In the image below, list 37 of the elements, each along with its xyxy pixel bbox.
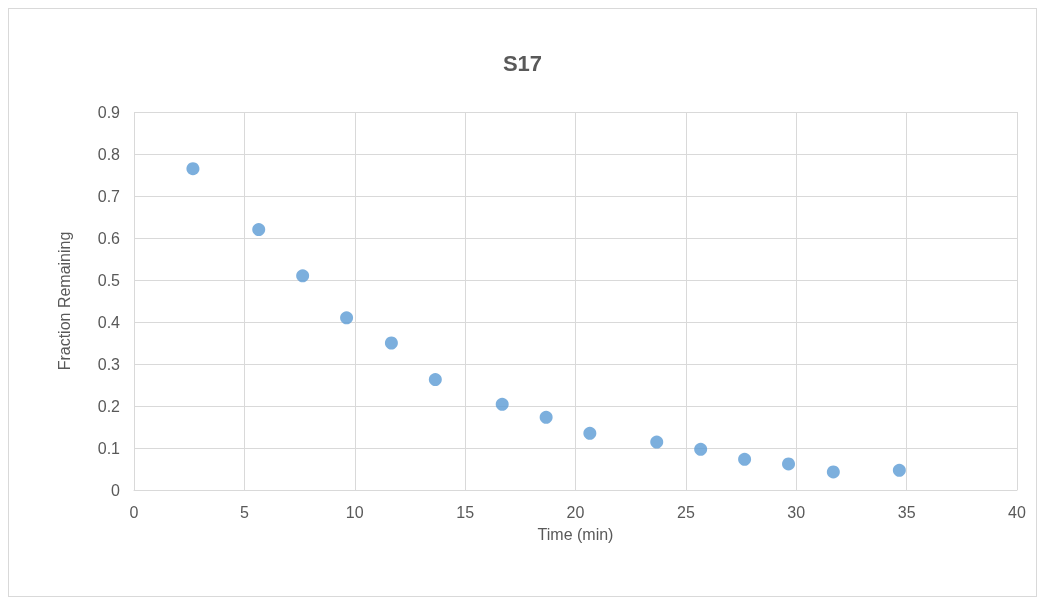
x-tick-label: 25 — [676, 503, 695, 521]
y-tick-label: 0.5 — [97, 271, 121, 289]
x-tick-label: 40 — [1008, 503, 1026, 521]
x-tick-label: 0 — [129, 503, 139, 521]
point — [186, 162, 200, 176]
chart-title: S17 — [502, 50, 543, 76]
point — [495, 397, 509, 411]
point — [782, 457, 796, 471]
point — [539, 410, 553, 424]
point — [650, 435, 664, 449]
point — [340, 311, 354, 325]
y-tick-label: 0.4 — [97, 313, 121, 331]
x-tick-label: 5 — [239, 503, 249, 521]
y-tick-label: 0.8 — [97, 145, 121, 163]
point — [892, 463, 906, 477]
point — [826, 465, 840, 479]
x-tick-label: 35 — [897, 503, 916, 521]
point — [583, 426, 597, 440]
y-tick-label: 0.1 — [97, 439, 121, 457]
y-tick-label: 0.3 — [97, 355, 121, 373]
x-tick-label: 15 — [456, 503, 475, 521]
y-tick-label: 0.6 — [97, 229, 121, 247]
point — [296, 269, 310, 283]
point — [252, 223, 266, 237]
y-tick-label: 0.7 — [97, 187, 121, 205]
y-tick-label: 0.2 — [97, 397, 121, 415]
x-tick-label: 20 — [566, 503, 585, 521]
point — [428, 373, 442, 387]
point — [738, 452, 752, 466]
point — [384, 336, 398, 350]
y-tick-label: 0.9 — [97, 103, 121, 121]
x-tick-label: 30 — [787, 503, 806, 521]
x-tick-label: 10 — [345, 503, 364, 521]
y-tick-label: 0 — [111, 481, 121, 499]
x-axis-title: Time (min) — [537, 525, 614, 543]
point — [694, 442, 708, 456]
y-axis-title: Fraction Remaining — [55, 231, 73, 371]
